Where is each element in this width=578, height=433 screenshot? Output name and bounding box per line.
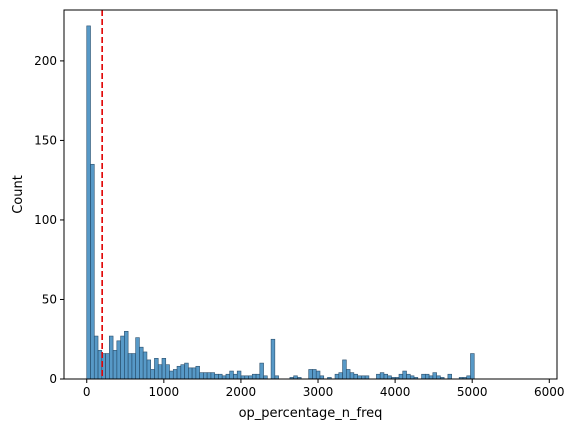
histogram-bar bbox=[255, 373, 261, 380]
histogram-bar bbox=[447, 373, 452, 380]
histogram-bar bbox=[105, 353, 110, 380]
histogram-bar bbox=[353, 373, 358, 380]
y-axis-ticks: 0 50 100 150 200 bbox=[34, 54, 64, 386]
histogram-bar bbox=[218, 373, 223, 380]
histogram-bar bbox=[398, 373, 404, 380]
histogram-bar bbox=[109, 335, 114, 380]
x-tick-label: 1000 bbox=[149, 385, 180, 399]
histogram-bar bbox=[470, 353, 475, 380]
histogram-bar bbox=[135, 337, 140, 380]
histogram-bar bbox=[157, 364, 163, 380]
histogram-bar bbox=[124, 330, 129, 380]
histogram-bar bbox=[90, 163, 95, 380]
histogram-bar bbox=[146, 359, 151, 380]
histogram-bar bbox=[225, 373, 231, 380]
y-tick-label: 100 bbox=[34, 213, 57, 227]
x-tick-label: 3000 bbox=[303, 385, 334, 399]
histogram-bar bbox=[116, 340, 121, 380]
histogram-bar bbox=[127, 353, 133, 380]
histogram-bar bbox=[120, 335, 125, 380]
histogram-bar bbox=[214, 373, 219, 380]
histogram-bars bbox=[86, 25, 475, 380]
histogram-bar bbox=[150, 369, 155, 380]
x-axis-label: op_percentage_n_freq bbox=[239, 406, 383, 421]
histogram-bar bbox=[432, 372, 437, 380]
y-axis-label: Count bbox=[11, 175, 26, 214]
x-axis-ticks: 0 1000 2000 3000 4000 5000 6000 bbox=[83, 379, 565, 399]
histogram-bar bbox=[308, 369, 313, 380]
histogram-bar bbox=[210, 372, 215, 380]
histogram-bar bbox=[154, 358, 159, 380]
histogram-bar bbox=[184, 362, 189, 380]
x-tick-label: 5000 bbox=[457, 385, 488, 399]
histogram-bar bbox=[131, 353, 136, 380]
histogram-bar bbox=[229, 370, 234, 380]
histogram-bar bbox=[270, 338, 276, 380]
y-tick-label: 0 bbox=[49, 372, 57, 386]
histogram-bar bbox=[259, 362, 264, 380]
histogram-bar bbox=[93, 335, 99, 380]
histogram-bar bbox=[97, 350, 103, 380]
histogram-bar bbox=[161, 358, 167, 380]
histogram-bar bbox=[191, 367, 197, 380]
histogram-bar bbox=[112, 350, 118, 380]
histogram-bar bbox=[402, 370, 407, 380]
histogram-bar bbox=[315, 370, 321, 380]
histogram-bar bbox=[172, 369, 178, 380]
histogram-bar bbox=[176, 365, 182, 380]
x-tick-label: 6000 bbox=[534, 385, 565, 399]
histogram-bar bbox=[236, 370, 242, 380]
histogram-bar bbox=[251, 373, 257, 380]
histogram-bar bbox=[338, 372, 343, 380]
x-tick-label: 2000 bbox=[226, 385, 257, 399]
histogram-bar bbox=[421, 373, 426, 380]
y-tick-label: 50 bbox=[42, 292, 57, 306]
y-tick-label: 150 bbox=[34, 133, 57, 147]
histogram-bar bbox=[180, 364, 185, 380]
histogram-bar bbox=[199, 372, 204, 380]
plot-frame bbox=[63, 9, 558, 380]
histogram-bar bbox=[139, 346, 144, 380]
x-tick-label: 4000 bbox=[380, 385, 411, 399]
histogram-bar bbox=[406, 373, 411, 380]
histogram-bar bbox=[349, 372, 355, 380]
histogram-bar bbox=[188, 367, 193, 380]
histogram-bar bbox=[86, 25, 91, 380]
histogram-bar bbox=[342, 359, 347, 380]
histogram-bar bbox=[376, 373, 381, 380]
histogram-bar bbox=[383, 373, 389, 380]
x-tick-label: 0 bbox=[83, 385, 91, 399]
histogram-bar bbox=[206, 372, 212, 380]
histogram-bar bbox=[165, 364, 170, 380]
histogram-bar bbox=[233, 373, 238, 380]
histogram-bar bbox=[195, 365, 200, 380]
histogram-bar bbox=[346, 369, 351, 380]
histogram-bar bbox=[379, 372, 385, 380]
histogram-bar bbox=[169, 370, 174, 380]
histogram-bar bbox=[334, 373, 340, 380]
histogram-bar bbox=[203, 372, 208, 380]
histogram-bar bbox=[142, 351, 148, 380]
histogram-bar bbox=[425, 373, 430, 380]
y-tick-label: 200 bbox=[34, 54, 57, 68]
histogram-bar bbox=[312, 369, 317, 380]
